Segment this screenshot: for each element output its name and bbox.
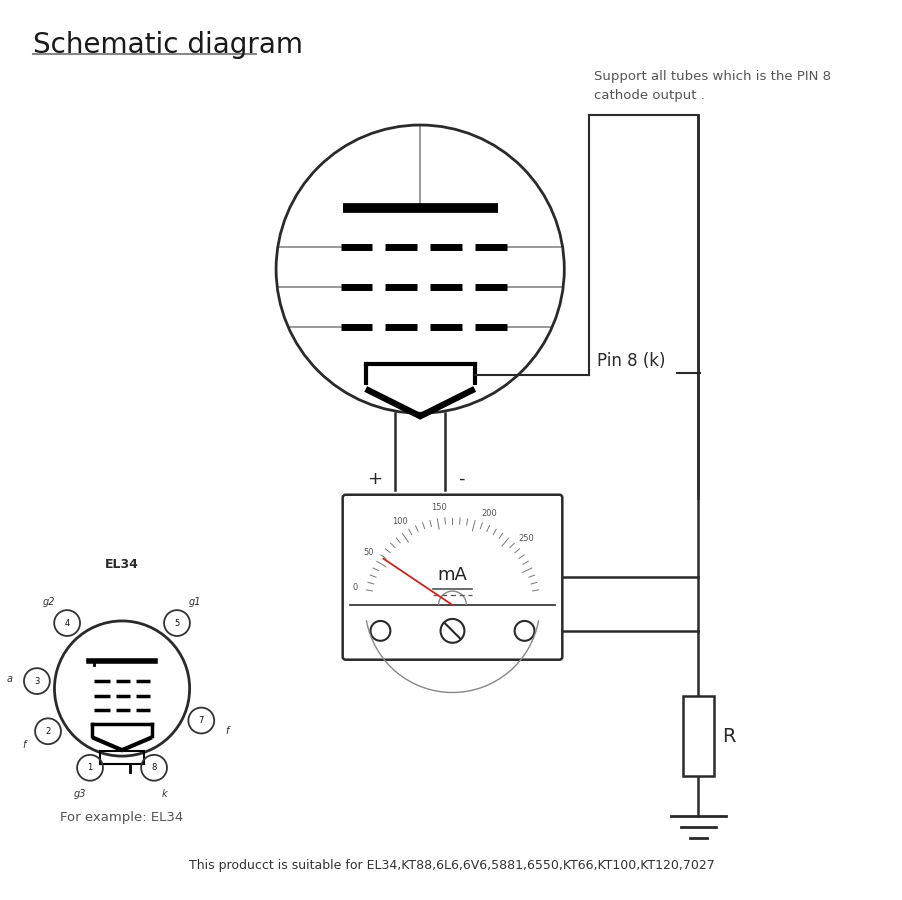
Text: g1: g1 — [189, 597, 201, 607]
Text: EL34: EL34 — [105, 558, 139, 572]
Text: This producct is suitable for EL34,KT88,6L6,6V6,5881,6550,KT66,KT100,KT120,7027: This producct is suitable for EL34,KT88,… — [189, 860, 714, 872]
Text: g2: g2 — [43, 597, 55, 607]
Text: -: - — [457, 470, 464, 488]
Text: 250: 250 — [518, 535, 533, 544]
Text: 7: 7 — [198, 716, 204, 725]
Text: 8: 8 — [152, 763, 157, 772]
Text: For example: EL34: For example: EL34 — [60, 811, 183, 824]
Text: 1: 1 — [87, 763, 93, 772]
Text: R: R — [722, 726, 735, 746]
Text: 4: 4 — [64, 618, 69, 627]
Text: a: a — [6, 673, 12, 684]
Text: 150: 150 — [430, 503, 446, 512]
Bar — [682, 697, 713, 776]
Text: Support all tubes which is the PIN 8
cathode output .: Support all tubes which is the PIN 8 cat… — [594, 70, 830, 103]
Text: +: + — [367, 470, 382, 488]
Text: g3: g3 — [73, 788, 86, 798]
Text: Schematic diagram: Schematic diagram — [32, 31, 302, 58]
Text: 200: 200 — [481, 508, 497, 518]
Text: 100: 100 — [391, 517, 408, 526]
Text: Pin 8 (k): Pin 8 (k) — [596, 353, 665, 371]
FancyBboxPatch shape — [342, 495, 562, 660]
Text: 3: 3 — [34, 677, 40, 686]
Text: 50: 50 — [363, 548, 373, 557]
Text: 0: 0 — [352, 583, 357, 592]
Text: 2: 2 — [45, 727, 51, 736]
Text: 5: 5 — [174, 618, 179, 627]
Text: k: k — [161, 788, 167, 798]
Text: mA: mA — [437, 566, 467, 584]
Text: f: f — [226, 726, 228, 736]
Text: f: f — [23, 740, 25, 751]
